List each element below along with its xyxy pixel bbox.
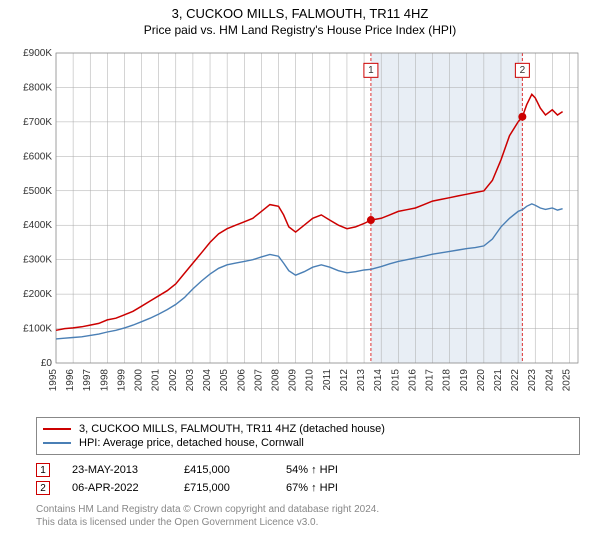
svg-text:1998: 1998 xyxy=(99,369,110,392)
svg-text:£600K: £600K xyxy=(23,151,52,162)
legend: 3, CUCKOO MILLS, FALMOUTH, TR11 4HZ (det… xyxy=(36,417,580,455)
svg-text:2006: 2006 xyxy=(236,369,247,392)
svg-text:2011: 2011 xyxy=(322,369,333,391)
legend-label: 3, CUCKOO MILLS, FALMOUTH, TR11 4HZ (det… xyxy=(79,423,385,435)
legend-item: HPI: Average price, detached house, Corn… xyxy=(43,436,573,450)
legend-item: 3, CUCKOO MILLS, FALMOUTH, TR11 4HZ (det… xyxy=(43,422,573,436)
legend-swatch xyxy=(43,428,71,430)
sale-hpi: 54% ↑ HPI xyxy=(286,464,338,476)
page-title: 3, CUCKOO MILLS, FALMOUTH, TR11 4HZ xyxy=(0,0,600,21)
sale-row: 2 06-APR-2022 £715,000 67% ↑ HPI xyxy=(36,479,580,497)
svg-text:2005: 2005 xyxy=(219,369,230,392)
footnotes: Contains HM Land Registry data © Crown c… xyxy=(36,503,580,529)
svg-text:£900K: £900K xyxy=(23,48,52,59)
svg-text:2025: 2025 xyxy=(561,369,572,392)
svg-text:2009: 2009 xyxy=(288,369,299,392)
svg-text:2000: 2000 xyxy=(134,369,145,392)
footnote-line: Contains HM Land Registry data © Crown c… xyxy=(36,503,580,516)
svg-text:2020: 2020 xyxy=(476,369,487,392)
sale-date: 06-APR-2022 xyxy=(72,482,162,494)
legend-label: HPI: Average price, detached house, Corn… xyxy=(79,437,304,449)
sale-number-box: 1 xyxy=(36,463,50,477)
footnote-line: This data is licensed under the Open Gov… xyxy=(36,516,580,529)
svg-text:2001: 2001 xyxy=(151,369,162,392)
svg-text:£0: £0 xyxy=(41,358,53,369)
sale-date: 23-MAY-2013 xyxy=(72,464,162,476)
sale-row: 1 23-MAY-2013 £415,000 54% ↑ HPI xyxy=(36,461,580,479)
svg-text:1996: 1996 xyxy=(65,369,76,392)
sale-price: £715,000 xyxy=(184,482,264,494)
svg-text:2012: 2012 xyxy=(339,369,350,392)
sale-dot xyxy=(518,113,526,121)
svg-text:2007: 2007 xyxy=(253,369,264,392)
svg-text:£700K: £700K xyxy=(23,117,52,128)
page-subtitle: Price paid vs. HM Land Registry's House … xyxy=(0,21,600,43)
svg-text:2021: 2021 xyxy=(493,369,504,392)
sale-dot xyxy=(367,216,375,224)
svg-text:1999: 1999 xyxy=(116,369,127,392)
svg-text:£800K: £800K xyxy=(23,82,52,93)
svg-text:2010: 2010 xyxy=(305,369,316,392)
svg-text:2002: 2002 xyxy=(168,369,179,392)
svg-text:2013: 2013 xyxy=(356,369,367,392)
svg-text:2023: 2023 xyxy=(527,369,538,392)
legend-swatch xyxy=(43,442,71,444)
sale-number-box: 2 xyxy=(36,481,50,495)
sale-marker-label: 1 xyxy=(368,65,374,76)
svg-text:1997: 1997 xyxy=(82,369,93,392)
svg-text:1995: 1995 xyxy=(48,369,59,392)
svg-text:£100K: £100K xyxy=(23,324,52,335)
svg-text:2003: 2003 xyxy=(185,369,196,392)
sale-price: £415,000 xyxy=(184,464,264,476)
svg-text:2008: 2008 xyxy=(270,369,281,392)
svg-text:£200K: £200K xyxy=(23,289,52,300)
svg-text:£500K: £500K xyxy=(23,186,52,197)
svg-text:2022: 2022 xyxy=(510,369,521,392)
sales-list: 1 23-MAY-2013 £415,000 54% ↑ HPI 2 06-APR-202… xyxy=(36,461,580,497)
svg-text:2017: 2017 xyxy=(425,369,436,392)
sale-marker-label: 2 xyxy=(520,65,526,76)
svg-text:2014: 2014 xyxy=(373,369,384,392)
chart-container: £0 £100K £200K £300K £400K £500K £600K £700K £80… xyxy=(10,43,590,413)
svg-text:2015: 2015 xyxy=(390,369,401,392)
svg-text:2016: 2016 xyxy=(407,369,418,392)
sale-hpi: 67% ↑ HPI xyxy=(286,482,338,494)
svg-text:£400K: £400K xyxy=(23,220,52,231)
line-chart: £0 £100K £200K £300K £400K £500K £600K £700K £80… xyxy=(10,43,590,413)
svg-text:2019: 2019 xyxy=(459,369,470,392)
svg-text:2024: 2024 xyxy=(544,369,555,392)
svg-text:2004: 2004 xyxy=(202,369,213,392)
svg-text:2018: 2018 xyxy=(442,369,453,392)
svg-text:£300K: £300K xyxy=(23,255,52,266)
